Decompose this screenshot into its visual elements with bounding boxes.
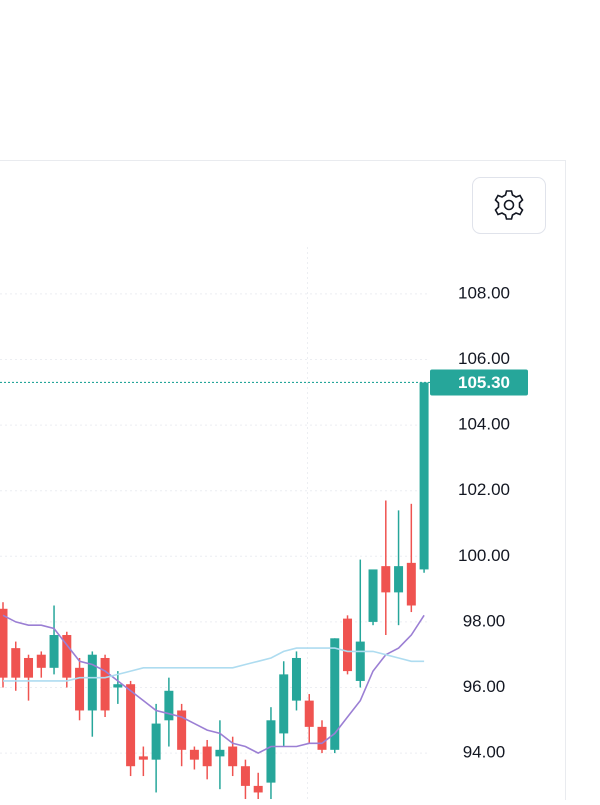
settings-button-frame[interactable] — [472, 177, 546, 234]
candle-body — [394, 566, 404, 593]
candle-body — [151, 723, 161, 760]
candle-body — [215, 749, 225, 757]
candle-body — [0, 608, 8, 678]
moving-average-line — [2, 614, 425, 755]
candle-body — [240, 766, 250, 786]
candle-body — [419, 382, 429, 570]
candle-body — [49, 635, 59, 668]
candle-body — [100, 657, 110, 711]
candle-body — [24, 657, 34, 678]
y-tick-label: 106.00 — [458, 349, 510, 368]
candle-body — [291, 657, 301, 701]
candle-body — [228, 746, 238, 767]
candle-body — [126, 684, 136, 767]
candle-body — [330, 638, 340, 750]
candle-body — [253, 785, 263, 793]
y-tick-label: 98.00 — [463, 611, 506, 630]
y-tick-label: 104.00 — [458, 415, 510, 434]
last-price-label: 105.30 — [458, 373, 510, 392]
candle-body — [406, 562, 416, 606]
candle-body — [113, 684, 123, 688]
candle-body — [164, 690, 174, 721]
candle-body — [266, 720, 276, 783]
candle-body — [177, 710, 187, 750]
moving-average-line — [3, 647, 425, 682]
candle-body — [317, 726, 327, 750]
candle-body — [36, 654, 46, 668]
candle-body — [355, 641, 365, 681]
gear-icon — [494, 190, 524, 220]
candle-body — [381, 566, 391, 593]
settings-button[interactable] — [472, 177, 546, 234]
candle-body — [11, 648, 21, 678]
y-tick-label: 94.00 — [463, 743, 506, 762]
candle-body — [87, 654, 97, 711]
candle-body — [368, 569, 378, 622]
candle-body — [202, 746, 212, 767]
y-tick-label: 100.00 — [458, 546, 510, 565]
candle-body — [279, 674, 289, 734]
candle-body — [343, 618, 353, 672]
y-tick-label: 102.00 — [458, 480, 510, 499]
y-tick-label: 108.00 — [458, 283, 510, 302]
candle-body — [62, 635, 72, 678]
candle-body — [75, 667, 85, 711]
candle-body — [189, 749, 199, 760]
candle-body — [304, 700, 314, 727]
candle-body — [138, 756, 148, 760]
last-price-tag — [430, 369, 528, 396]
y-tick-label: 96.00 — [463, 677, 506, 696]
